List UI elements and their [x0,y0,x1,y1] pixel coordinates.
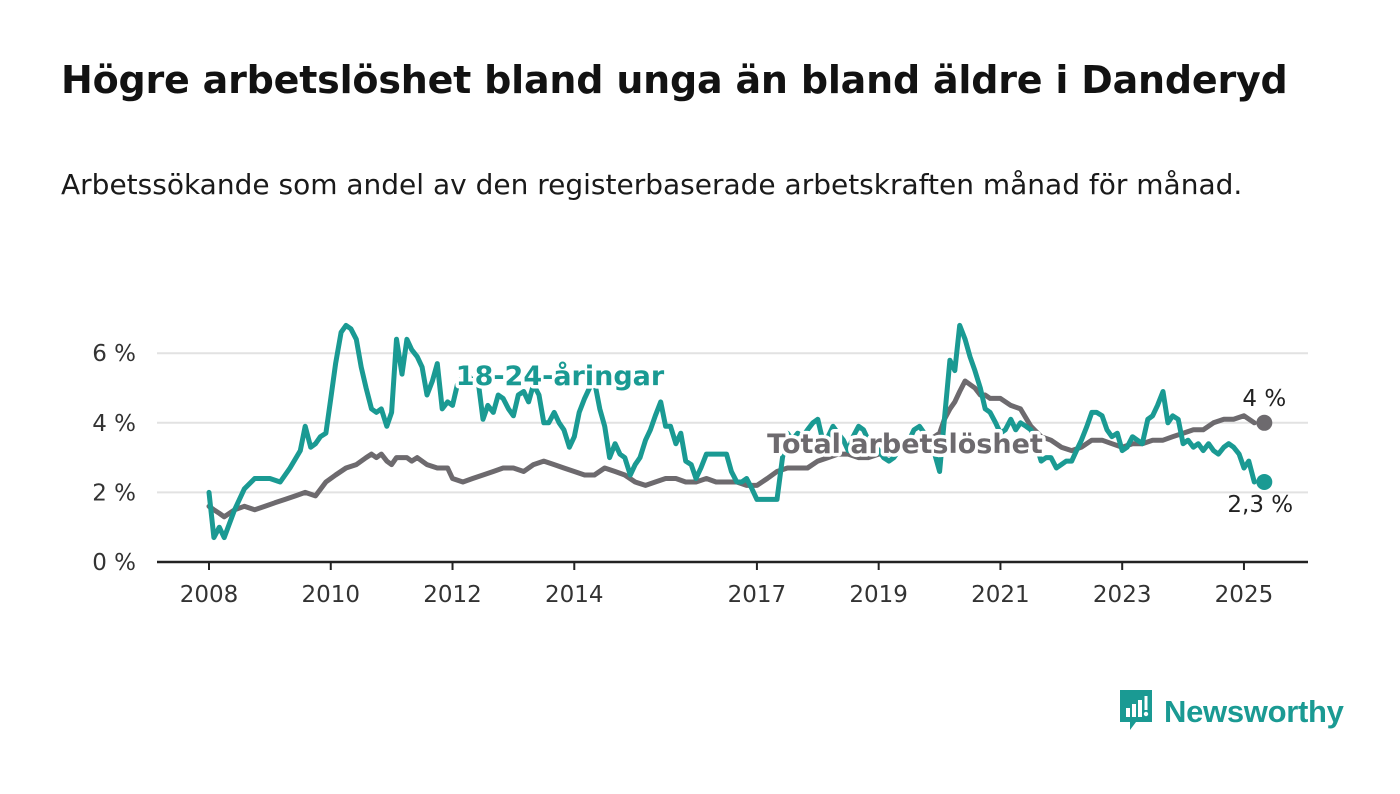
y-axis-ticks: 0 % 2 % 4 % 6 % [92,341,136,576]
y-tick-label: 0 % [92,550,136,576]
chart-title: Högre arbetslöshet bland unga än bland ä… [61,58,1288,102]
series-line-youth [206,322,1257,541]
series-line-total [206,378,1257,520]
x-tick-label: 2008 [180,582,239,608]
brand-name: Newsworthy [1164,694,1344,729]
x-tick-label: 2023 [1093,582,1152,608]
end-point-total [1256,414,1273,431]
newsworthy-logo-icon [1118,688,1154,736]
gridlines [157,352,1308,494]
x-tick-label: 2012 [423,582,482,608]
newsworthy-logo: Newsworthy [1118,690,1344,734]
y-tick-label: 6 % [92,341,136,367]
chart-subtitle: Arbetssökande som andel av den registerb… [61,168,1243,201]
x-tick-label: 2025 [1215,582,1274,608]
series-labels: 18-24-åringar Total arbetslöshet 4 % 2,3 % [452,357,1293,518]
x-tick-label: 2017 [728,582,787,608]
end-label-total: 4 % [1242,386,1286,412]
x-axis-ticks: 2008 2010 2012 2014 2017 2019 2021 2023 2025 [157,560,1308,608]
x-tick-label: 2014 [545,582,604,608]
x-tick-label: 2010 [301,582,360,608]
x-tick-label: 2019 [849,582,908,608]
y-tick-label: 2 % [92,480,136,506]
end-point-youth [1256,473,1273,490]
y-tick-label: 4 % [92,411,136,437]
series-label-youth: 18-24-åringar [456,360,665,392]
series-lines [206,322,1273,541]
end-label-youth: 2,3 % [1227,492,1293,518]
series-label-total: Total arbetslöshet [767,429,1043,460]
x-tick-label: 2021 [971,582,1030,608]
